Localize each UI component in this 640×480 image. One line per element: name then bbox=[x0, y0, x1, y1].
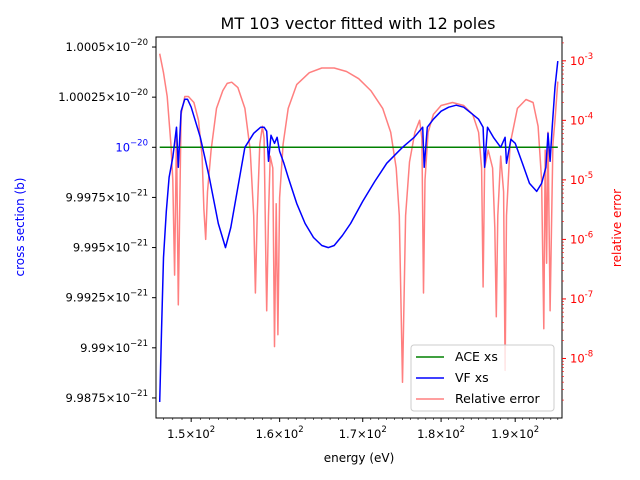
series-line-relative-error bbox=[158, 53, 559, 384]
y-left-tick-label: 9.995×10−21 bbox=[73, 239, 148, 255]
x-tick-label: 1.8×102 bbox=[417, 425, 465, 441]
x-axis-ticks: 1.5×102 1.6×102 1.7×102 1.8×102 1.9×102 bbox=[163, 418, 559, 441]
series-layer bbox=[158, 53, 559, 403]
legend-label: VF xs bbox=[455, 370, 489, 385]
y-right-tick-label: 10-5 bbox=[570, 171, 593, 187]
chart-title: MT 103 vector fitted with 12 poles bbox=[221, 14, 496, 33]
x-axis-label: energy (eV) bbox=[324, 451, 395, 465]
y-left-axis-label: cross section (b) bbox=[13, 178, 27, 277]
y-left-tick-label: 9.99×10−21 bbox=[80, 339, 148, 355]
y-left-tick-label: 9.9975×10−21 bbox=[66, 188, 148, 204]
y-left-tick-label: 1.0005×10−20 bbox=[66, 38, 148, 54]
x-tick-label: 1.7×102 bbox=[339, 425, 387, 441]
x-tick-label: 1.5×102 bbox=[167, 425, 215, 441]
y-left-tick-label: 10−20 bbox=[115, 138, 148, 154]
y-left-tick-label: 9.9875×10−21 bbox=[66, 389, 148, 405]
legend-box bbox=[410, 344, 555, 412]
legend: ACE xs VF xs Relative error bbox=[410, 344, 555, 412]
legend-label: ACE xs bbox=[455, 349, 498, 364]
y-right-tick-label: 10-8 bbox=[570, 349, 593, 365]
x-tick-label: 1.6×102 bbox=[256, 425, 304, 441]
x-tick-label: 1.9×102 bbox=[491, 425, 539, 441]
y-left-axis-ticks: 1.0005×10−20 1.00025×10−20 10−20 9.9975×10−… bbox=[58, 38, 156, 405]
y-right-tick-label: 10-7 bbox=[570, 290, 593, 306]
y-right-tick-label: 10-4 bbox=[570, 111, 593, 127]
series-line-vf-xs bbox=[158, 61, 559, 403]
legend-label: Relative error bbox=[455, 391, 541, 406]
y-right-axis-label: relative error bbox=[610, 189, 624, 267]
y-right-tick-label: 10-3 bbox=[570, 52, 593, 68]
plot-frame bbox=[155, 36, 563, 419]
y-left-tick-label: 1.00025×10−20 bbox=[58, 88, 148, 104]
y-right-tick-label: 10-6 bbox=[570, 230, 593, 246]
y-right-axis-ticks: 10-3 10-4 10-5 10-6 10-7 10-8 bbox=[562, 42, 593, 401]
y-left-tick-label: 9.9925×10−21 bbox=[66, 289, 148, 305]
